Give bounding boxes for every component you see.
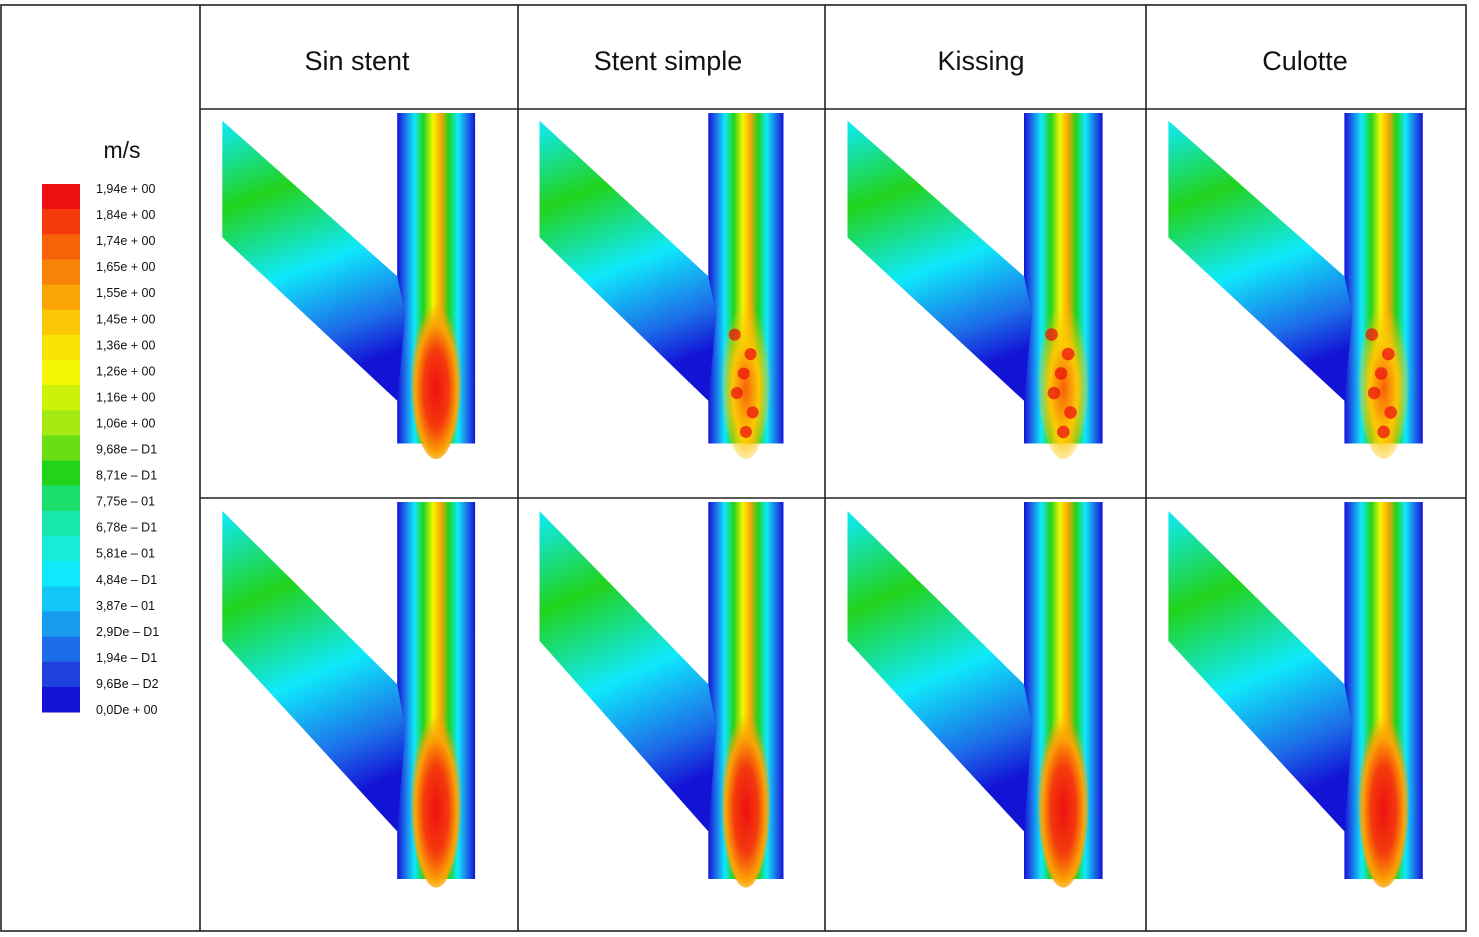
legend-label: 9,6Be – D2: [96, 677, 159, 691]
column-header-kissing: Kissing: [937, 46, 1024, 76]
jet-core: [721, 714, 771, 888]
legend-label: 1,94e – D1: [96, 651, 157, 665]
legend-swatch: [42, 485, 80, 512]
turbulence-spot: [737, 367, 750, 380]
legend-swatch: [42, 334, 80, 361]
legend-label: 1,26e + 00: [96, 364, 155, 378]
side-branch: [222, 120, 406, 401]
legend-swatch: [42, 259, 80, 285]
jet-core: [1358, 303, 1409, 460]
legend-label: 1,06e + 00: [96, 417, 155, 431]
legend-swatch: [42, 184, 80, 210]
legend-label: 1,55e + 00: [96, 286, 155, 300]
legend-swatch: [42, 510, 80, 537]
jet-core: [1038, 303, 1089, 460]
legend-swatch: [42, 234, 80, 260]
turbulence-spot: [1384, 406, 1397, 419]
legend-swatch: [42, 686, 80, 713]
turbulence-spot: [1047, 386, 1061, 400]
legend-swatch: [42, 586, 80, 612]
turbulence-spot: [1382, 347, 1395, 361]
turbulence-spot: [730, 387, 743, 399]
legend-label: 3,87e – 01: [96, 599, 155, 613]
flow-panel-top-3: [847, 113, 1103, 460]
legend-swatch: [42, 360, 80, 386]
column-header-sin-stent: Sin stent: [304, 46, 410, 76]
legend-swatch: [42, 460, 80, 487]
column-header-culotte: Culotte: [1262, 46, 1348, 76]
legend-label: 9,68e – D1: [96, 443, 157, 457]
legend-label: 1,45e + 00: [96, 312, 155, 326]
turbulence-spot: [1054, 367, 1068, 380]
legend-swatch: [42, 536, 80, 562]
legend-label: 5,81e – 01: [96, 547, 155, 561]
turbulence-spot: [1374, 367, 1388, 380]
turbulence-spot: [1045, 328, 1058, 341]
legend-label: 7,75e – 01: [96, 495, 155, 509]
legend-swatch: [42, 611, 80, 637]
column-header-stent-simple: Stent simple: [594, 46, 743, 76]
legend-label: 1,84e + 00: [96, 208, 155, 222]
legend-label: 0,0De + 00: [96, 703, 158, 717]
side-branch: [222, 511, 406, 832]
color-legend: m/s 1,94e + 00 1,84e + 00 1,74e + 00 1,65e …: [42, 137, 159, 717]
legend-label: 8,71e – D1: [96, 469, 157, 483]
legend-label: 2,9De – D1: [96, 625, 159, 639]
legend-swatch: [42, 284, 80, 311]
jet-core: [1358, 714, 1409, 888]
legend-swatch: [42, 561, 80, 587]
legend-swatch: [42, 209, 80, 235]
legend-swatch: [42, 309, 80, 336]
turbulence-spot: [739, 425, 752, 438]
side-branch: [1168, 511, 1353, 832]
flow-panel-bottom-2: [539, 502, 784, 888]
legend-label: 1,36e + 00: [96, 338, 155, 352]
legend-label: 1,65e + 00: [96, 260, 155, 274]
jet-core: [411, 303, 461, 460]
turbulence-spot: [1377, 425, 1390, 439]
turbulence-spot: [1367, 386, 1381, 400]
side-branch: [1168, 120, 1353, 401]
side-branch: [539, 511, 717, 832]
jet-core: [1038, 714, 1089, 888]
legend-swatch: [42, 636, 80, 663]
jet-core: [411, 714, 461, 888]
legend-label: 4,84e – D1: [96, 573, 157, 587]
side-branch: [847, 120, 1032, 401]
legend-swatch: [42, 410, 80, 436]
flow-panel-top-4: [1168, 113, 1423, 460]
legend-label: 1,94e + 00: [96, 182, 155, 196]
legend-label: 6,78e – D1: [96, 521, 157, 535]
turbulence-spot: [744, 348, 757, 361]
turbulence-spot: [746, 406, 759, 419]
outer-frame: [0, 4, 1467, 932]
legend-label: 1,16e + 00: [96, 390, 155, 404]
turbulence-spot: [1064, 406, 1077, 419]
legend-swatch: [42, 435, 80, 461]
side-branch: [539, 120, 717, 401]
legend-swatch: [42, 385, 80, 411]
turbulence-spot: [1061, 347, 1075, 361]
legend-unit: m/s: [103, 137, 140, 163]
jet-core: [721, 303, 771, 460]
legend-swatch: [42, 661, 80, 688]
legend-label: 1,74e + 00: [96, 234, 155, 248]
flow-panel-top-2: [539, 113, 784, 460]
flow-panel-bottom-1: [222, 502, 476, 888]
turbulence-spot: [1057, 425, 1070, 439]
flow-panel-bottom-4: [1168, 502, 1423, 888]
side-branch: [847, 511, 1032, 832]
turbulence-spot: [728, 328, 741, 341]
flow-panel-bottom-3: [847, 502, 1103, 888]
flow-panel-top-1: [222, 113, 476, 460]
turbulence-spot: [1365, 328, 1379, 341]
